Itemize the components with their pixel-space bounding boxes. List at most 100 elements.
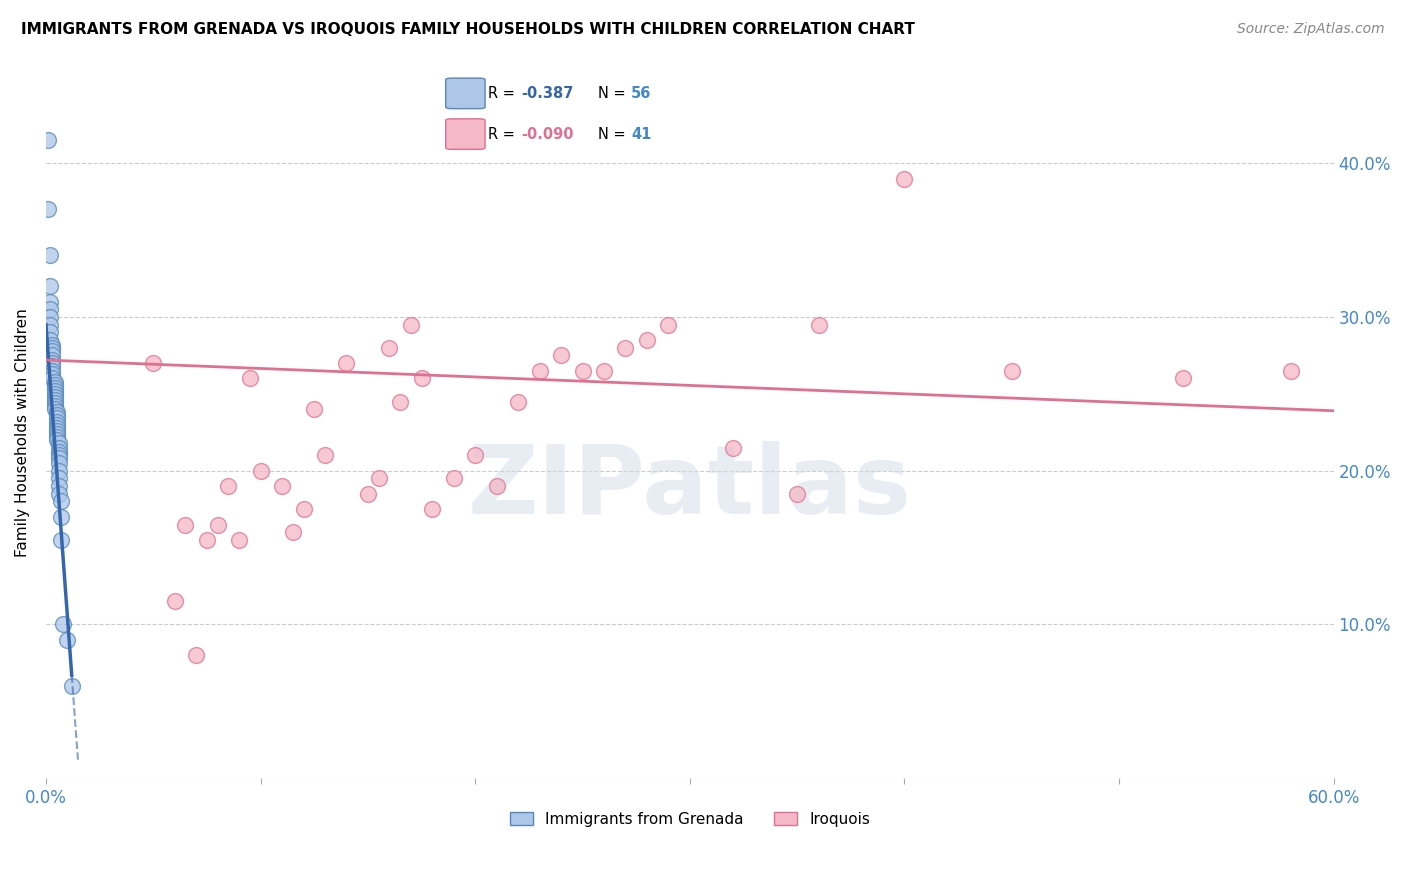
Point [45,417,67,432]
Point [41,343,63,358]
Point [44,375,66,389]
Point [508,394,530,409]
Point [45,424,67,438]
Point [399,318,422,332]
Point [45,411,67,425]
Point [41,341,63,355]
Point [48,471,70,485]
Point [41,371,63,385]
Point [39,302,62,317]
Point [44,402,66,417]
Point [550,348,572,362]
Legend: Immigrants from Grenada, Iroquois: Immigrants from Grenada, Iroquois [503,805,876,833]
Text: IMMIGRANTS FROM GRENADA VS IROQUOIS FAMILY HOUSEHOLDS WITH CHILDREN CORRELATION : IMMIGRANTS FROM GRENADA VS IROQUOIS FAMI… [21,22,915,37]
Point [207,517,229,532]
Point [1173,371,1195,385]
Point [48,456,70,470]
Point [292,502,315,516]
Point [1279,364,1302,378]
Point [48,487,70,501]
Point [39,294,62,309]
Text: N =: N = [598,86,630,101]
Text: N =: N = [598,127,630,142]
Text: ZIPatlas: ZIPatlas [468,442,911,534]
Point [239,371,262,385]
Point [893,171,915,186]
Point [37,202,59,217]
Point [44,390,66,404]
Text: R =: R = [488,86,519,101]
Point [1001,364,1024,378]
Point [41,348,63,362]
Point [39,248,62,262]
Point [721,441,744,455]
Point [52,617,75,632]
Point [657,318,679,332]
Point [41,356,63,370]
Point [163,594,186,608]
Point [389,394,412,409]
Point [411,371,433,385]
Point [44,392,66,407]
Point [271,479,294,493]
Text: 41: 41 [631,127,651,142]
Point [56,632,79,647]
Point [48,441,70,455]
Point [45,430,67,444]
Point [44,384,66,398]
Point [485,479,508,493]
Point [249,464,271,478]
Point [302,402,325,417]
Point [443,471,465,485]
Point [48,445,70,459]
Point [39,326,62,340]
Point [571,364,593,378]
Point [44,387,66,401]
Point [44,377,66,392]
Point [636,333,658,347]
Point [41,359,63,374]
Point [217,479,239,493]
Point [39,318,62,332]
Point [44,396,66,410]
Point [45,433,67,447]
Point [786,487,808,501]
Point [314,448,336,462]
Point [48,436,70,450]
Point [41,364,63,378]
Point [39,279,62,293]
Point [41,337,63,351]
Point [44,399,66,413]
Point [614,341,637,355]
Point [45,409,67,423]
Text: -0.387: -0.387 [522,86,574,101]
Point [60,679,83,693]
Point [37,133,59,147]
Point [39,333,62,347]
Point [593,364,616,378]
Point [529,364,551,378]
Point [39,310,62,324]
Point [367,471,389,485]
FancyBboxPatch shape [446,119,485,149]
Point [174,517,197,532]
Y-axis label: Family Households with Children: Family Households with Children [15,308,30,557]
Text: Source: ZipAtlas.com: Source: ZipAtlas.com [1237,22,1385,37]
Text: R =: R = [488,127,519,142]
Text: -0.090: -0.090 [522,127,574,142]
Point [186,648,208,663]
FancyBboxPatch shape [446,78,485,109]
Point [807,318,830,332]
Point [420,502,443,516]
Point [48,464,70,478]
Point [49,509,72,524]
Text: 56: 56 [631,86,651,101]
Point [49,494,72,508]
Point [48,479,70,493]
Point [142,356,165,370]
Point [45,415,67,429]
Point [45,420,67,434]
Point [195,533,218,547]
Point [45,405,67,419]
Point [228,533,250,547]
